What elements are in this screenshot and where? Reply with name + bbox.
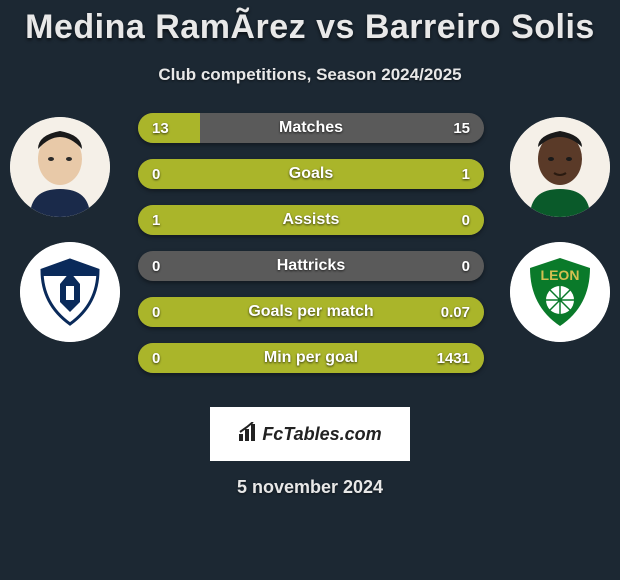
stat-row: 01Goals xyxy=(138,159,484,189)
stat-label: Goals xyxy=(138,159,484,189)
stat-row: 01431Min per goal xyxy=(138,343,484,373)
stat-label: Min per goal xyxy=(138,343,484,373)
stat-row: 1315Matches xyxy=(138,113,484,143)
club-left-logo xyxy=(20,242,120,342)
person-icon xyxy=(10,117,110,217)
stat-row: 00Hattricks xyxy=(138,251,484,281)
chart-icon xyxy=(238,422,260,447)
person-icon xyxy=(510,117,610,217)
stat-label: Assists xyxy=(138,205,484,235)
subtitle: Club competitions, Season 2024/2025 xyxy=(0,65,620,85)
comparison-card: Medina RamÃ­rez vs Barreiro Solis Club c… xyxy=(0,0,620,498)
stat-label: Hattricks xyxy=(138,251,484,281)
stat-row: 10Assists xyxy=(138,205,484,235)
club-right-logo: LEON xyxy=(510,242,610,342)
stat-row: 00.07Goals per match xyxy=(138,297,484,327)
brand-badge: FcTables.com xyxy=(210,407,410,461)
shield-icon xyxy=(20,242,120,342)
player-right-avatar xyxy=(510,117,610,217)
stat-label: Goals per match xyxy=(138,297,484,327)
stats-area: LEON 1315Matches01Goals10Assists00Hattri… xyxy=(0,117,620,397)
stat-bars: 1315Matches 01Goals 10Assists 00Hattricks 00… xyxy=(138,113,484,389)
brand-text: FcTables.com xyxy=(262,424,381,445)
page-title: Medina RamÃ­rez vs Barreiro Solis xyxy=(0,8,620,47)
player-left-avatar xyxy=(10,117,110,217)
shield-icon: LEON xyxy=(510,242,610,342)
footer-date: 5 november 2024 xyxy=(0,477,620,498)
stat-label: Matches xyxy=(138,113,484,143)
svg-text:LEON: LEON xyxy=(541,267,580,283)
